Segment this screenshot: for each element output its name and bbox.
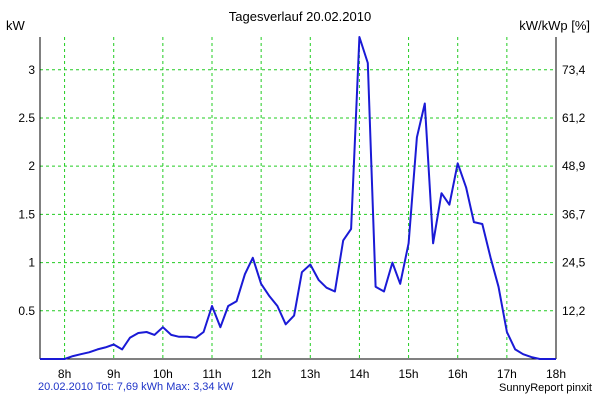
y-tick-label-left: 0.5 bbox=[18, 304, 35, 318]
chart-title: Tagesverlauf 20.02.2010 bbox=[228, 9, 372, 24]
y-tick-label-left: 2.5 bbox=[18, 111, 35, 125]
x-tick-label: 18h bbox=[546, 367, 566, 381]
y-tick-label-right: 48,9 bbox=[562, 159, 586, 173]
y-tick-label-left: 1.5 bbox=[18, 207, 35, 221]
x-tick-label: 10h bbox=[153, 367, 173, 381]
x-tick-label: 15h bbox=[399, 367, 419, 381]
x-tick-label: 11h bbox=[202, 367, 221, 381]
y-tick-label-right: 73,4 bbox=[562, 63, 586, 77]
y-tick-label-left: 3 bbox=[28, 63, 35, 77]
x-tick-label: 9h bbox=[107, 367, 120, 381]
y-axis-right-unit: kW/kWp [%] bbox=[519, 18, 590, 33]
x-tick-label: 13h bbox=[300, 367, 320, 381]
x-tick-label: 8h bbox=[58, 367, 71, 381]
report-credit: SunnyReport pinxit bbox=[499, 382, 592, 394]
y-tick-label-right: 24,5 bbox=[562, 256, 586, 270]
y-tick-label-right: 61,2 bbox=[562, 111, 586, 125]
y-tick-label-left: 2 bbox=[28, 159, 35, 173]
power-series-line bbox=[40, 36, 556, 360]
x-tick-label: 12h bbox=[251, 367, 271, 381]
y-tick-label-right: 12,2 bbox=[562, 304, 586, 318]
y-tick-label-left: 1 bbox=[28, 256, 35, 270]
daily-summary: 20.02.2010 Tot: 7,69 kWh Max: 3,34 kW bbox=[38, 381, 234, 393]
y-tick-label-right: 36,7 bbox=[562, 207, 586, 221]
y-axis-left-unit: kW bbox=[6, 18, 25, 33]
x-tick-label: 14h bbox=[349, 367, 369, 381]
x-tick-label: 16h bbox=[448, 367, 468, 381]
x-tick-label: 17h bbox=[497, 367, 517, 381]
